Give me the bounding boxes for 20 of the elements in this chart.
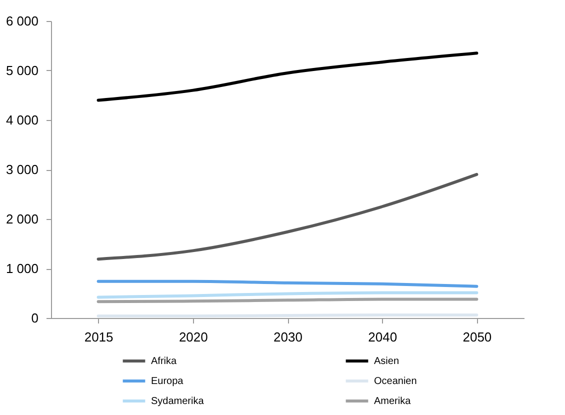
- legend-label: Oceanien: [374, 376, 417, 387]
- line-series: [96, 172, 478, 261]
- y-tick-label: 2 000: [6, 212, 38, 226]
- x-tick-label: 2015: [84, 330, 114, 344]
- legend-label: Sydamerika: [151, 396, 204, 407]
- y-tick-label: 4 000: [6, 112, 38, 128]
- legend-label: Afrika: [151, 356, 177, 367]
- legend-label: Europa: [151, 376, 184, 387]
- legend-label: Asien: [374, 356, 400, 367]
- legend-label: Amerika: [374, 396, 412, 407]
- line-series: [96, 52, 478, 102]
- x-tick-label: 2020: [178, 330, 208, 344]
- x-tick-label: 2030: [274, 330, 302, 344]
- y-tick-label: 5 000: [6, 63, 38, 78]
- y-tick-label: 1 000: [6, 261, 38, 276]
- y-tick-label: 3 000: [6, 162, 38, 177]
- x-tick-label: 2040: [368, 330, 398, 344]
- x-tick-label: 2050: [462, 330, 492, 344]
- y-tick-label: 0: [31, 310, 38, 326]
- y-tick-label: 6 000: [6, 14, 38, 28]
